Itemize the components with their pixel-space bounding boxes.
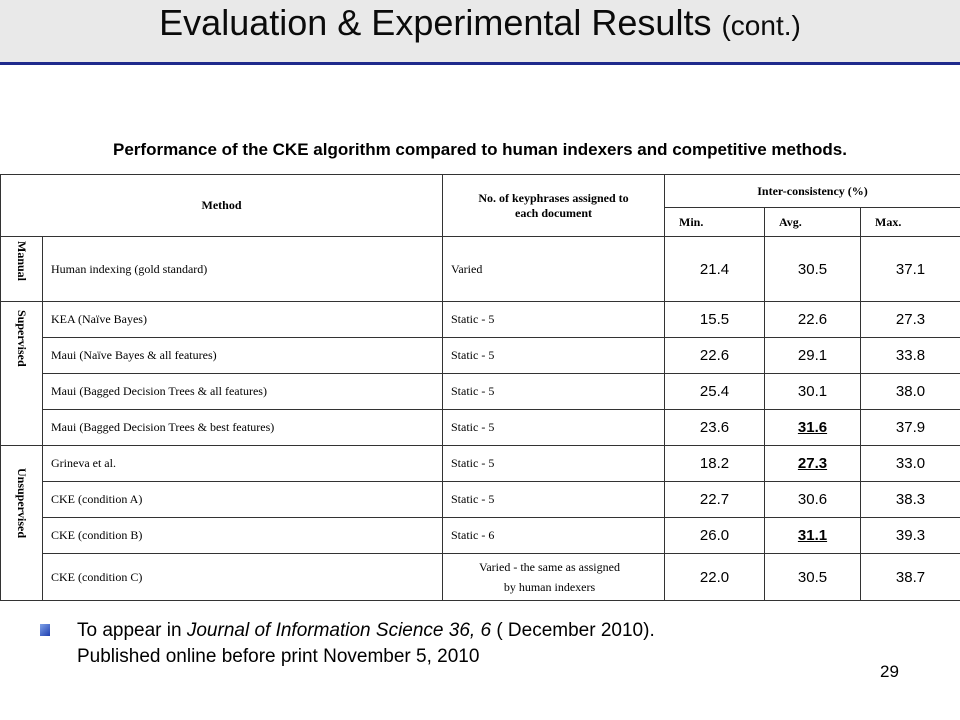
method-cell: Maui (Bagged Decision Trees & best featu… — [42, 409, 443, 446]
table-row: CKE (condition B) Static - 6 26.0 31.1 3… — [1, 517, 960, 554]
avg-cell-best: 27.3 — [764, 445, 861, 482]
min-cell: 22.7 — [664, 481, 765, 518]
avg-cell: 30.5 — [764, 553, 861, 601]
note-suffix: ( December 2010). — [491, 620, 655, 641]
avg-cell: 30.1 — [764, 373, 861, 410]
min-cell: 22.6 — [664, 337, 765, 374]
slide-title-main: Evaluation & Experimental Results — [159, 2, 712, 43]
header-keyphrases: No. of keyphrases assigned to each docum… — [442, 174, 665, 237]
min-cell: 15.5 — [664, 301, 765, 338]
max-cell: 27.3 — [859, 301, 960, 338]
avg-cell-best: 31.1 — [764, 517, 861, 554]
method-cell: Maui (Bagged Decision Trees & all featur… — [42, 373, 443, 410]
keyphrases-line1: Varied - the same as assigned — [479, 560, 620, 574]
min-cell: 23.6 — [664, 409, 765, 446]
header-keyphrases-line2: each document — [515, 205, 592, 220]
keyphrases-cell: Static - 5 — [442, 373, 665, 410]
title-rule — [0, 62, 960, 65]
keyphrases-line2: by human indexers — [503, 580, 596, 594]
max-cell: 38.3 — [859, 481, 960, 518]
min-cell: 25.4 — [664, 373, 765, 410]
table-caption: Performance of the CKE algorithm compare… — [113, 140, 847, 159]
keyphrases-cell: Static - 5 — [442, 337, 665, 374]
slide-title: Evaluation & Experimental Results (cont.… — [0, 2, 960, 44]
avg-cell: 29.1 — [764, 337, 861, 374]
table-row: CKE (condition A) Static - 5 22.7 30.6 3… — [1, 481, 960, 518]
publication-note: To appear in Journal of Information Scie… — [77, 618, 897, 670]
keyphrases-cell: Static - 5 — [442, 301, 665, 338]
keyphrases-cell: Static - 5 — [442, 409, 665, 446]
method-cell: CKE (condition B) — [42, 517, 443, 554]
min-cell: 18.2 — [664, 445, 765, 482]
table-row: CKE (condition C) Varied - the same as a… — [1, 553, 960, 601]
keyphrases-cell: Varied — [442, 236, 665, 302]
header-min: Min. — [664, 207, 765, 237]
header-max: Max. — [859, 207, 960, 237]
method-cell: Grineva et al. — [42, 445, 443, 482]
page-number: 29 — [880, 662, 899, 681]
header-inter-consistency: Inter-consistency (%) — [663, 174, 960, 208]
avg-cell: 30.6 — [764, 481, 861, 518]
publication-note-line2: Published online before print November 5… — [77, 646, 480, 667]
table-row: Maui (Naïve Bayes & all features) Static… — [1, 337, 960, 374]
method-cell: KEA (Naïve Bayes) — [42, 301, 443, 338]
group-manual: Manual — [0, 236, 43, 302]
header-avg: Avg. — [764, 207, 861, 237]
max-cell: 37.1 — [859, 236, 960, 302]
header-method: Method — [0, 174, 443, 237]
header-row-2: Min. Avg. Max. — [1, 207, 960, 237]
max-cell: 38.7 — [859, 553, 960, 601]
table-row: Maui (Bagged Decision Trees & best featu… — [1, 409, 960, 446]
header-keyphrases-line1: No. of keyphrases assigned to — [478, 190, 629, 205]
header-row-1: Method No. of keyphrases assigned to eac… — [0, 174, 960, 237]
max-cell: 33.8 — [859, 337, 960, 374]
min-cell: 26.0 — [664, 517, 765, 554]
table-row: Supervised KEA (Naïve Bayes) Static - 5 … — [0, 301, 960, 446]
method-cell: Human indexing (gold standard) — [42, 236, 443, 302]
journal-name: Journal of Information Science 36, 6 — [186, 620, 492, 641]
results-table: Method No. of keyphrases assigned to eac… — [0, 174, 960, 601]
slide-title-suffix: (cont.) — [721, 10, 801, 41]
publication-note-line1: To appear in Journal of Information Scie… — [77, 618, 897, 644]
max-cell: 39.3 — [859, 517, 960, 554]
method-cell: Maui (Naïve Bayes & all features) — [42, 337, 443, 374]
avg-cell: 30.5 — [764, 236, 861, 302]
min-cell: 22.0 — [664, 553, 765, 601]
table-row: Maui (Bagged Decision Trees & all featur… — [1, 373, 960, 410]
table-row: Unsupervised Grineva et al. Static - 5 1… — [0, 445, 960, 601]
note-prefix: To appear in — [77, 620, 187, 641]
method-cell: CKE (condition C) — [42, 553, 443, 601]
keyphrases-cell: Static - 5 — [442, 481, 665, 518]
bullet-icon — [40, 624, 50, 636]
group-label-supervised: Supervised — [15, 310, 29, 367]
keyphrases-cell: Varied - the same as assigned by human i… — [442, 553, 665, 601]
method-cell: CKE (condition A) — [42, 481, 443, 518]
avg-cell: 22.6 — [764, 301, 861, 338]
title-band — [0, 0, 960, 62]
max-cell: 37.9 — [859, 409, 960, 446]
group-supervised: Supervised — [0, 301, 43, 446]
group-label-manual: Manual — [15, 241, 29, 282]
keyphrases-cell: Static - 6 — [442, 517, 665, 554]
table-row: Manual Human indexing (gold standard) Va… — [0, 236, 960, 302]
max-cell: 38.0 — [859, 373, 960, 410]
group-unsupervised: Unsupervised — [0, 445, 43, 601]
avg-cell-best: 31.6 — [764, 409, 861, 446]
group-label-unsupervised: Unsupervised — [15, 468, 29, 539]
keyphrases-cell: Static - 5 — [442, 445, 665, 482]
min-cell: 21.4 — [664, 236, 765, 302]
max-cell: 33.0 — [859, 445, 960, 482]
